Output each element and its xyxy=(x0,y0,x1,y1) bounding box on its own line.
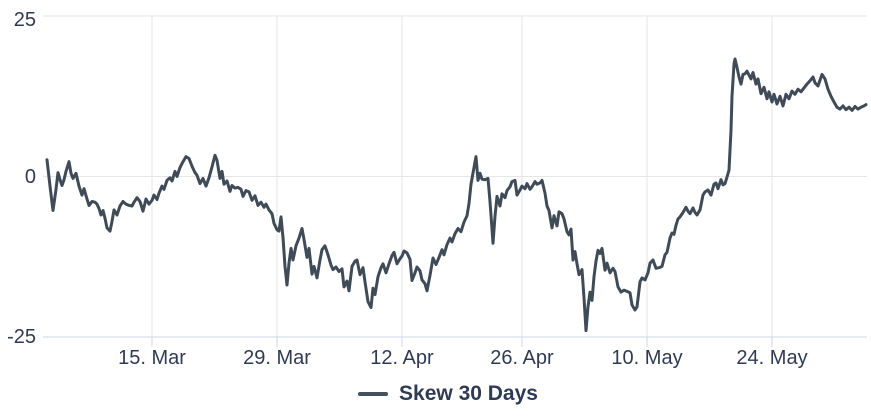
legend-line-marker xyxy=(358,392,389,396)
x-axis-label-12-apr: 12. Apr xyxy=(370,347,434,369)
legend-item-skew-30-days[interactable]: Skew 30 Days xyxy=(358,382,538,406)
x-axis-label-10-may: 10. May xyxy=(611,347,683,369)
y-axis-label-0: 0 xyxy=(24,165,36,188)
x-axis-label-24-may: 24. May xyxy=(736,347,808,369)
x-axis-label-15-mar: 15. Mar xyxy=(118,347,186,369)
x-axis-label-29-mar: 29. Mar xyxy=(243,347,311,369)
y-axis-label--25: -25 xyxy=(7,326,36,348)
series-line-skew-30-days xyxy=(45,57,868,333)
y-axis-label-25: 25 xyxy=(13,9,36,31)
legend-label: Skew 30 Days xyxy=(399,382,538,405)
x-axis-label-26-apr: 26. Apr xyxy=(490,347,554,369)
